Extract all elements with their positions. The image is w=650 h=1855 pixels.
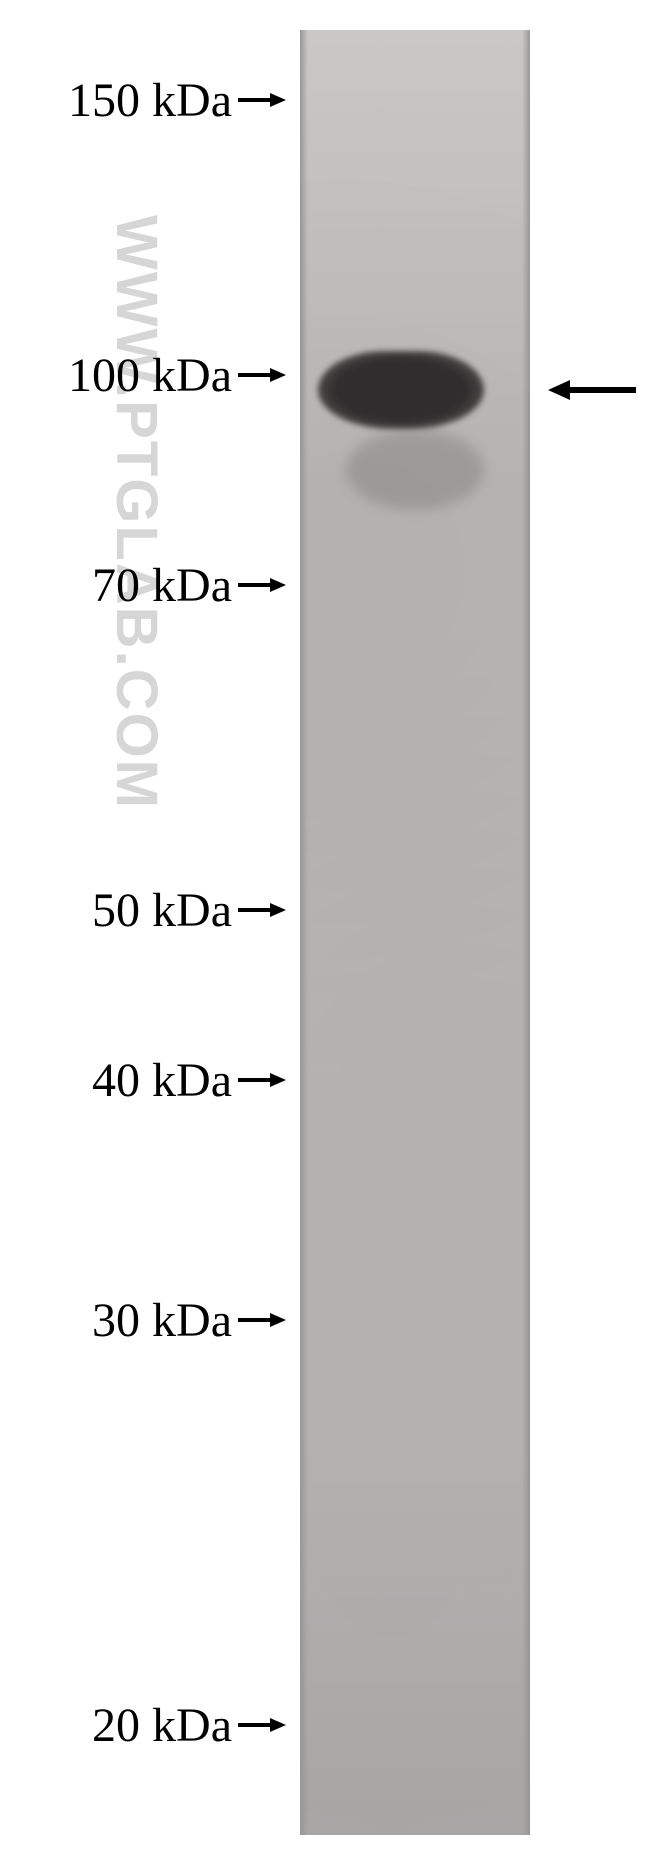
protein-band	[318, 351, 484, 429]
arrow-right-icon	[238, 576, 286, 594]
marker-row: 30 kDa	[0, 1295, 286, 1345]
arrow-right-icon	[238, 91, 286, 109]
marker-row: 70 kDa	[0, 560, 286, 610]
marker-label: 100 kDa	[0, 348, 232, 403]
marker-label: 40 kDa	[0, 1053, 232, 1108]
marker-row: 150 kDa	[0, 75, 286, 125]
arrow-right-icon	[238, 366, 286, 384]
marker-label: 50 kDa	[0, 883, 232, 938]
marker-label: 70 kDa	[0, 558, 232, 613]
band-halo	[346, 430, 484, 510]
blot-lane	[300, 30, 530, 1835]
arrow-right-icon	[238, 1311, 286, 1329]
marker-row: 50 kDa	[0, 885, 286, 935]
marker-label: 20 kDa	[0, 1698, 232, 1753]
marker-row: 20 kDa	[0, 1700, 286, 1750]
western-blot-figure: WWW.PTGLAB.COM 150 kDa 100 kDa 70 kDa 50…	[0, 0, 650, 1855]
arrow-right-icon	[238, 1071, 286, 1089]
target-band-arrow	[548, 378, 636, 402]
arrow-right-icon	[238, 1716, 286, 1734]
lane-noise-overlay	[300, 30, 530, 1835]
arrow-right-icon	[238, 901, 286, 919]
marker-label: 150 kDa	[0, 73, 232, 128]
marker-row: 40 kDa	[0, 1055, 286, 1105]
watermark-text: WWW.PTGLAB.COM	[103, 215, 170, 810]
marker-label: 30 kDa	[0, 1293, 232, 1348]
marker-row: 100 kDa	[0, 350, 286, 400]
